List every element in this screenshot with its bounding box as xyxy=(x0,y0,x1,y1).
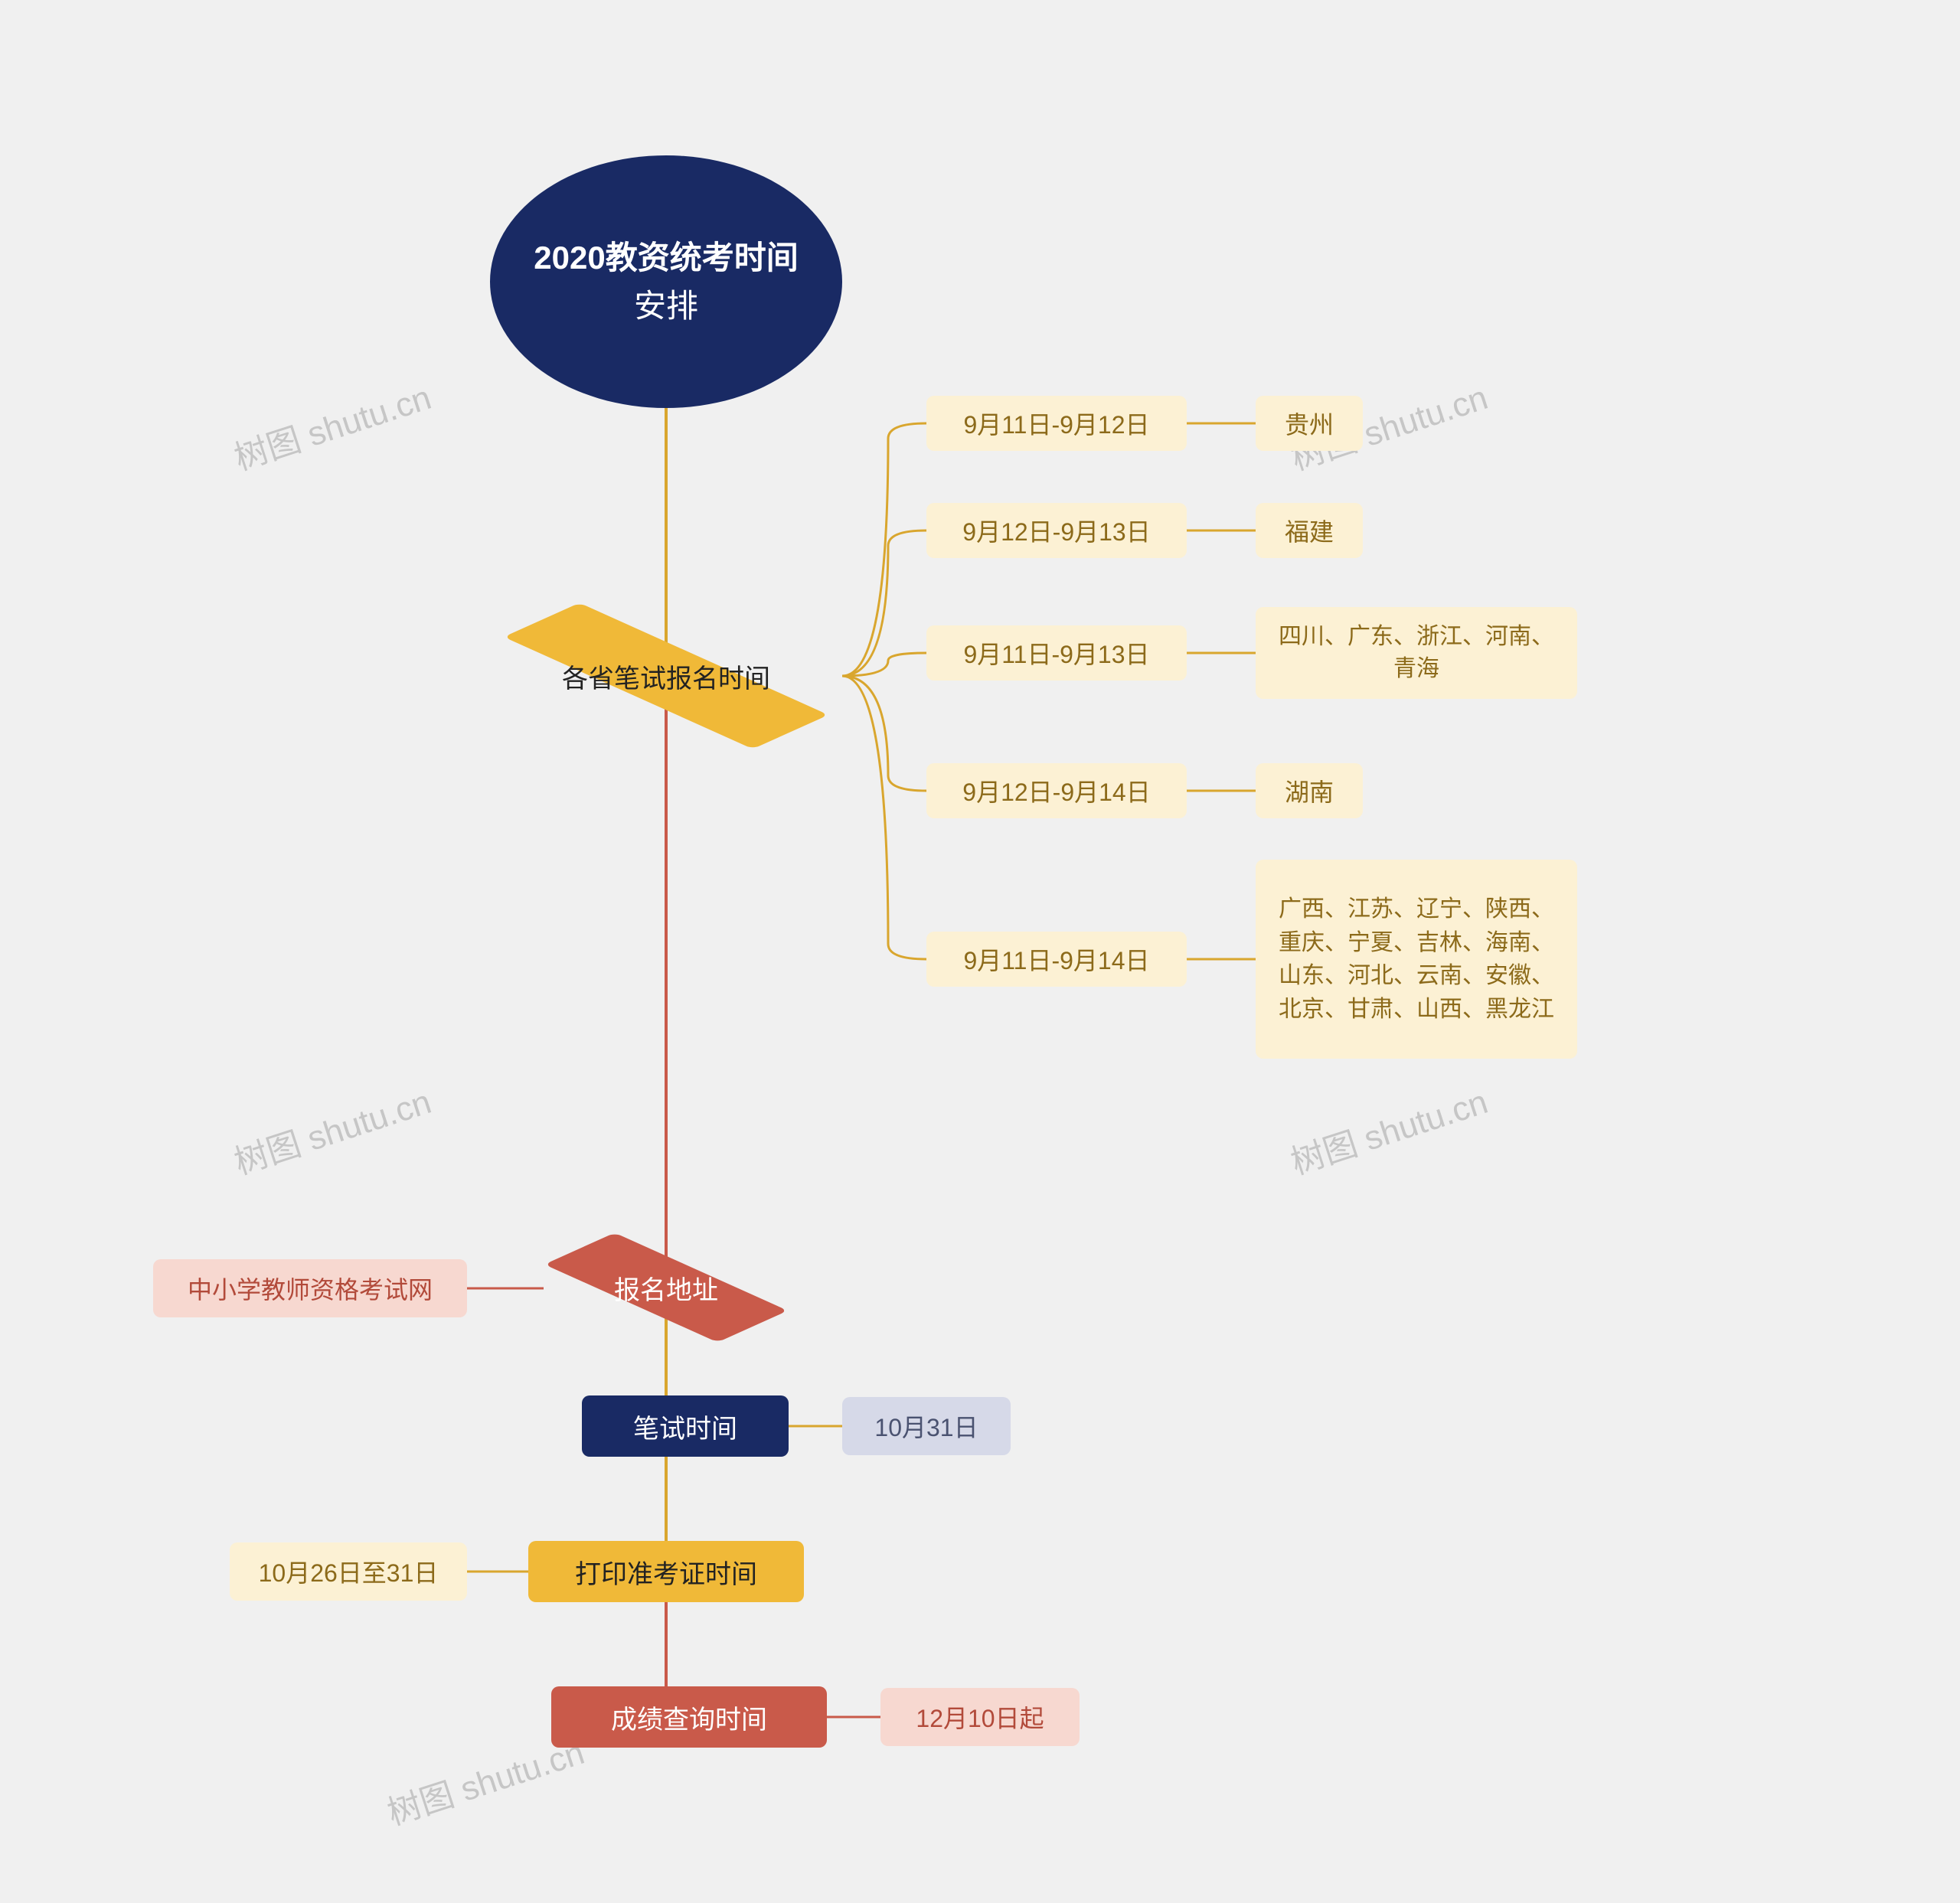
address-label: 报名地址 xyxy=(614,1269,718,1307)
watermark: 树图 shutu.cn xyxy=(1284,1074,1493,1183)
exam-date: 10月31日 xyxy=(842,1397,1011,1455)
reg-prov-3: 湖南 xyxy=(1256,763,1363,818)
registration-node: 各省笔试报名时间 xyxy=(490,622,842,730)
root-node: 2020教资统考时间安排 xyxy=(490,155,842,408)
reg-prov-0: 贵州 xyxy=(1256,396,1363,451)
watermark: 树图 shutu.cn xyxy=(227,1074,436,1183)
diagram-canvas: 树图 shutu.cn 树图 shutu.cn 树图 shutu.cn 树图 s… xyxy=(61,71,1899,1832)
reg-date-2: 9月11日-9月13日 xyxy=(926,625,1187,681)
address-node: 报名地址 xyxy=(544,1238,789,1337)
watermark: 树图 shutu.cn xyxy=(227,370,436,479)
exam-node: 笔试时间 xyxy=(582,1395,789,1457)
reg-date-3: 9月12日-9月14日 xyxy=(926,763,1187,818)
reg-prov-2: 四川、广东、浙江、河南、青海 xyxy=(1256,607,1577,699)
address-value: 中小学教师资格考试网 xyxy=(153,1259,467,1317)
reg-date-0: 9月11日-9月12日 xyxy=(926,396,1187,451)
print-date: 10月26日至31日 xyxy=(230,1542,467,1601)
reg-prov-4: 广西、江苏、辽宁、陕西、重庆、宁夏、吉林、海南、山东、河北、云南、安徽、北京、甘… xyxy=(1256,860,1577,1059)
reg-date-1: 9月12日-9月13日 xyxy=(926,503,1187,558)
result-date: 12月10日起 xyxy=(880,1688,1080,1746)
root-title-tail: 安排 xyxy=(634,288,698,324)
result-node: 成绩查询时间 xyxy=(551,1686,827,1748)
print-node: 打印准考证时间 xyxy=(528,1541,804,1602)
root-title-bold: 2020教资统考时间 xyxy=(534,240,798,276)
reg-date-4: 9月11日-9月14日 xyxy=(926,932,1187,987)
reg-prov-1: 福建 xyxy=(1256,503,1363,558)
registration-label: 各省笔试报名时间 xyxy=(562,658,770,695)
